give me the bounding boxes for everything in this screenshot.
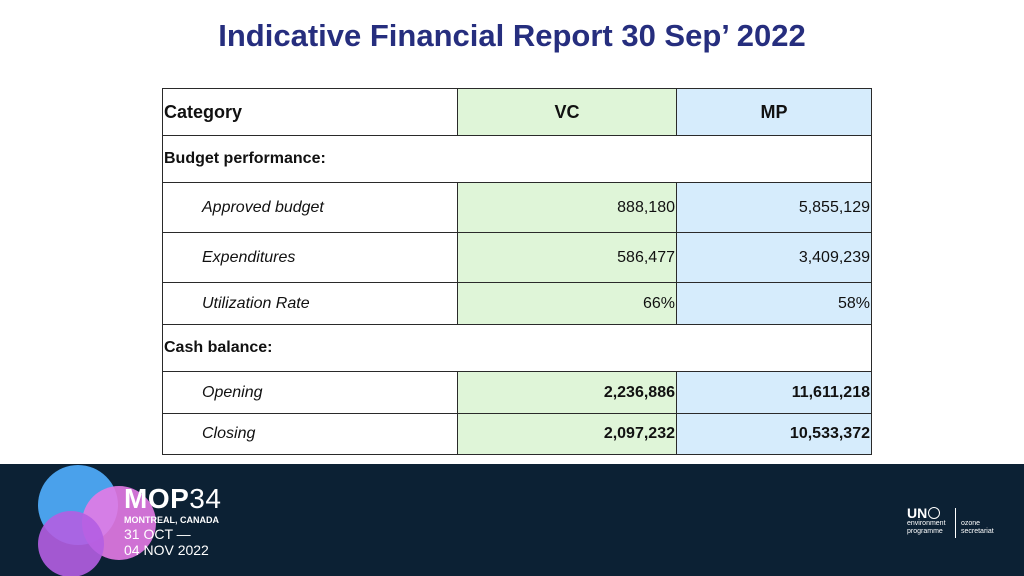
event-date-start: 31 OCT — — [124, 526, 191, 542]
table-row: Approved budget 888,180 5,855,129 — [162, 182, 872, 233]
header-vc: VC — [457, 88, 677, 136]
header-mp: MP — [676, 88, 872, 136]
ozone-line1: ozone — [961, 520, 981, 527]
section-row-cash: Cash balance: — [162, 324, 872, 372]
vc-value: 2,097,232 — [457, 413, 677, 455]
mp-value: 3,409,239 — [676, 232, 872, 283]
row-label: Utilization Rate — [162, 282, 458, 325]
table-row: Closing 2,097,232 10,533,372 — [162, 413, 872, 455]
vc-value: 2,236,886 — [457, 371, 677, 414]
header-category: Category — [162, 88, 458, 136]
vc-value: 888,180 — [457, 182, 677, 233]
section-row-budget: Budget performance: — [162, 135, 872, 183]
row-label: Approved budget — [162, 182, 458, 233]
unep-logo: UN environment programme ozone secretari… — [907, 506, 994, 538]
report-title: Indicative Financial Report 30 Sep’ 2022 — [218, 18, 806, 53]
table-row: Opening 2,236,886 11,611,218 — [162, 371, 872, 414]
table-row: Utilization Rate 66% 58% — [162, 282, 872, 325]
row-label: Opening — [162, 371, 458, 414]
mp-value: 58% — [676, 282, 872, 325]
section-label-cash: Cash balance: — [162, 324, 872, 372]
vc-value: 66% — [457, 282, 677, 325]
event-info: MOP34 MONTREAL, CANADA 31 OCT — 04 NOV 2… — [124, 484, 221, 559]
mp-value: 11,611,218 — [676, 371, 872, 414]
mp-value: 5,855,129 — [676, 182, 872, 233]
vc-value: 586,477 — [457, 232, 677, 283]
event-number: 34 — [189, 483, 222, 514]
mp-value: 10,533,372 — [676, 413, 872, 455]
ozone-secretariat: ozone secretariat — [961, 520, 994, 536]
ozone-line2: secretariat — [961, 528, 994, 535]
unep-line1: environment — [907, 520, 946, 527]
event-date-end: 04 NOV 2022 — [124, 542, 209, 558]
table-row: Expenditures 586,477 3,409,239 — [162, 232, 872, 283]
globe-icon — [928, 507, 941, 519]
footer-banner: MOP34 MONTREAL, CANADA 31 OCT — 04 NOV 2… — [0, 464, 1024, 576]
event-title: MOP34 — [124, 484, 221, 514]
logo-divider — [955, 508, 956, 538]
financial-report-table: Category VC MP Budget performance: Appro… — [162, 88, 872, 455]
row-label: Expenditures — [162, 232, 458, 283]
unep-line2: programme — [907, 528, 943, 535]
un-wordmark: UN — [907, 506, 946, 520]
logo-circle-purple — [38, 511, 104, 576]
event-location: MONTREAL, CANADA — [124, 515, 219, 525]
row-label: Closing — [162, 413, 458, 455]
section-label-budget: Budget performance: — [162, 135, 872, 183]
un-logo-text: UN — [907, 505, 928, 521]
header-row: Category VC MP — [162, 88, 872, 136]
event-prefix: MOP — [124, 483, 190, 514]
